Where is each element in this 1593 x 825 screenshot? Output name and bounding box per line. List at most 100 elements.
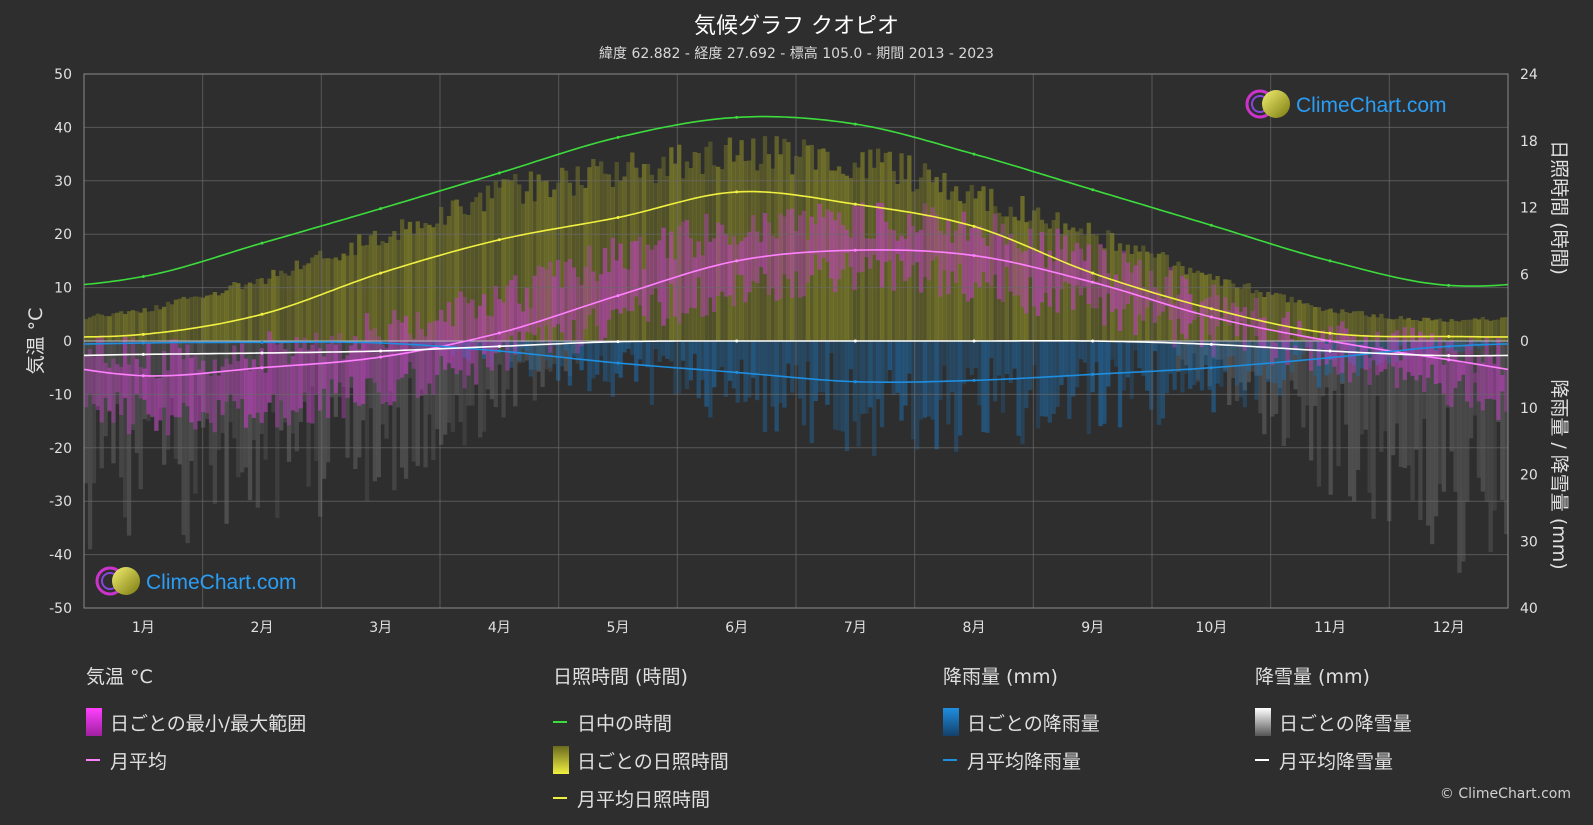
y-right-precip-tick-label: 10 <box>1520 401 1538 417</box>
snow-daily-bar <box>372 341 377 482</box>
sunshine-daily-bar <box>341 253 346 341</box>
sunshine-daily-bar <box>989 188 994 341</box>
snow-daily-bar <box>1285 341 1290 438</box>
sunshine-daily-bar <box>489 198 495 341</box>
temp-range-bar <box>1156 291 1162 316</box>
sunshine-daily-bar <box>548 197 553 341</box>
temp-range-bar <box>965 240 971 302</box>
sunshine-daily-bar <box>813 169 818 341</box>
sunshine-avg-point <box>1091 271 1095 275</box>
rain-daily-bar <box>1106 341 1111 387</box>
rain-daily-bar <box>954 341 959 452</box>
sunshine-daily-bar <box>1164 254 1169 341</box>
temp-range-bar <box>1258 317 1263 348</box>
sunshine-daily-bar <box>349 242 354 341</box>
snow-daily-bar <box>1351 341 1357 502</box>
temp-range-bar <box>1211 284 1216 357</box>
temp-range-bar <box>165 370 171 436</box>
temp-range-bar <box>536 265 541 328</box>
rain-daily-bar <box>587 341 592 392</box>
temp-range-bar <box>1433 350 1439 384</box>
temp-range-bar <box>727 244 733 296</box>
sunshine-daily-bar <box>1231 283 1236 341</box>
temp-range-bar <box>973 225 978 283</box>
sunshine-daily-bar <box>162 306 167 341</box>
temp-range-bar <box>1000 223 1006 303</box>
snow-daily-bar <box>1234 341 1240 401</box>
legend-label: 月平均降雪量 <box>1279 750 1394 773</box>
snow-daily-bar <box>1379 341 1384 452</box>
temp-range-bar <box>723 233 729 297</box>
temp-range-bar <box>333 344 338 394</box>
rain-daily-bar <box>836 341 842 431</box>
rain-daily-bar <box>485 341 491 349</box>
sunshine-daily-bar <box>376 245 381 341</box>
snow-daily-bar <box>1191 341 1197 354</box>
sunshine-daily-bar <box>1332 312 1337 341</box>
temp-range-bar <box>1008 234 1013 292</box>
snow-daily-bar <box>193 341 198 494</box>
sunshine-daily-bar <box>165 301 171 341</box>
temp-range-bar <box>1016 248 1021 296</box>
sunshine-daily-bar <box>466 215 471 341</box>
sunshine-daily-bar <box>1277 293 1283 341</box>
temp-range-bar <box>1262 317 1267 349</box>
temp-range-bar <box>1394 330 1400 389</box>
rain-daily-bar <box>1289 341 1294 373</box>
temp-range-bar <box>1312 338 1318 342</box>
temp-range-bar <box>708 241 713 298</box>
temp-range-bar <box>103 362 108 398</box>
temp-range-bar <box>1476 356 1482 402</box>
temp-range-bar <box>478 305 483 343</box>
snow-daily-bar <box>162 341 167 465</box>
snow-daily-bar <box>454 341 459 396</box>
sunshine-daily-bar <box>224 290 229 341</box>
temp-range-bar <box>1004 244 1010 267</box>
sunshine-daily-bar <box>957 201 963 341</box>
snow-daily-bar <box>497 341 502 365</box>
sunshine-avg-point <box>735 190 739 194</box>
snow-daily-bar <box>91 341 97 484</box>
snow-daily-bar <box>224 341 229 524</box>
sunshine-daily-bar <box>384 242 389 341</box>
temp-range-bar <box>224 358 229 402</box>
sunshine-daily-bar <box>797 156 803 341</box>
sunshine-daily-bar <box>485 185 491 341</box>
temp-range-bar <box>848 237 853 267</box>
temp-range-bar <box>255 367 260 413</box>
rain-daily-bar <box>782 341 787 408</box>
temp-range-bar <box>1309 337 1314 371</box>
snow-daily-bar <box>532 341 537 401</box>
sunshine-daily-bar <box>1309 305 1314 341</box>
rain-daily-bar <box>661 341 666 356</box>
rain-daily-bar <box>1071 341 1076 397</box>
temp-range-bar <box>579 284 584 347</box>
climechart-logo: ClimeChart.com <box>1245 89 1447 119</box>
y-left-tick-label: -10 <box>49 387 72 403</box>
rain-daily-bar <box>946 341 951 425</box>
temp-range-bar <box>431 321 436 395</box>
temp-range-bar <box>493 285 498 354</box>
sunshine-daily-bar <box>1324 309 1329 341</box>
sunshine-daily-bar <box>353 255 358 341</box>
temp-range-bar <box>938 230 943 297</box>
rain-daily-bar <box>1281 341 1287 380</box>
rain-daily-bar <box>622 341 627 353</box>
sunshine-daily-bar <box>700 173 705 341</box>
temp-range-bar <box>657 240 662 303</box>
sunshine-daily-bar <box>934 177 939 341</box>
daylight-point <box>616 135 620 139</box>
sunshine-daily-bar <box>1004 216 1010 341</box>
rain-daily-bar <box>801 341 807 426</box>
snow-daily-bar <box>329 341 335 398</box>
sunshine-daily-bar <box>255 279 260 341</box>
rain-daily-bar <box>938 341 943 401</box>
sunshine-daily-bar <box>497 187 502 341</box>
sunshine-daily-bar <box>1293 302 1298 341</box>
rain-daily-bar <box>645 341 651 368</box>
sunshine-daily-bar <box>723 145 729 341</box>
rain-daily-bar <box>665 341 670 359</box>
sunshine-daily-bar <box>1098 244 1103 341</box>
sunshine-daily-bar <box>173 299 179 341</box>
sunshine-daily-bar <box>1371 314 1376 341</box>
